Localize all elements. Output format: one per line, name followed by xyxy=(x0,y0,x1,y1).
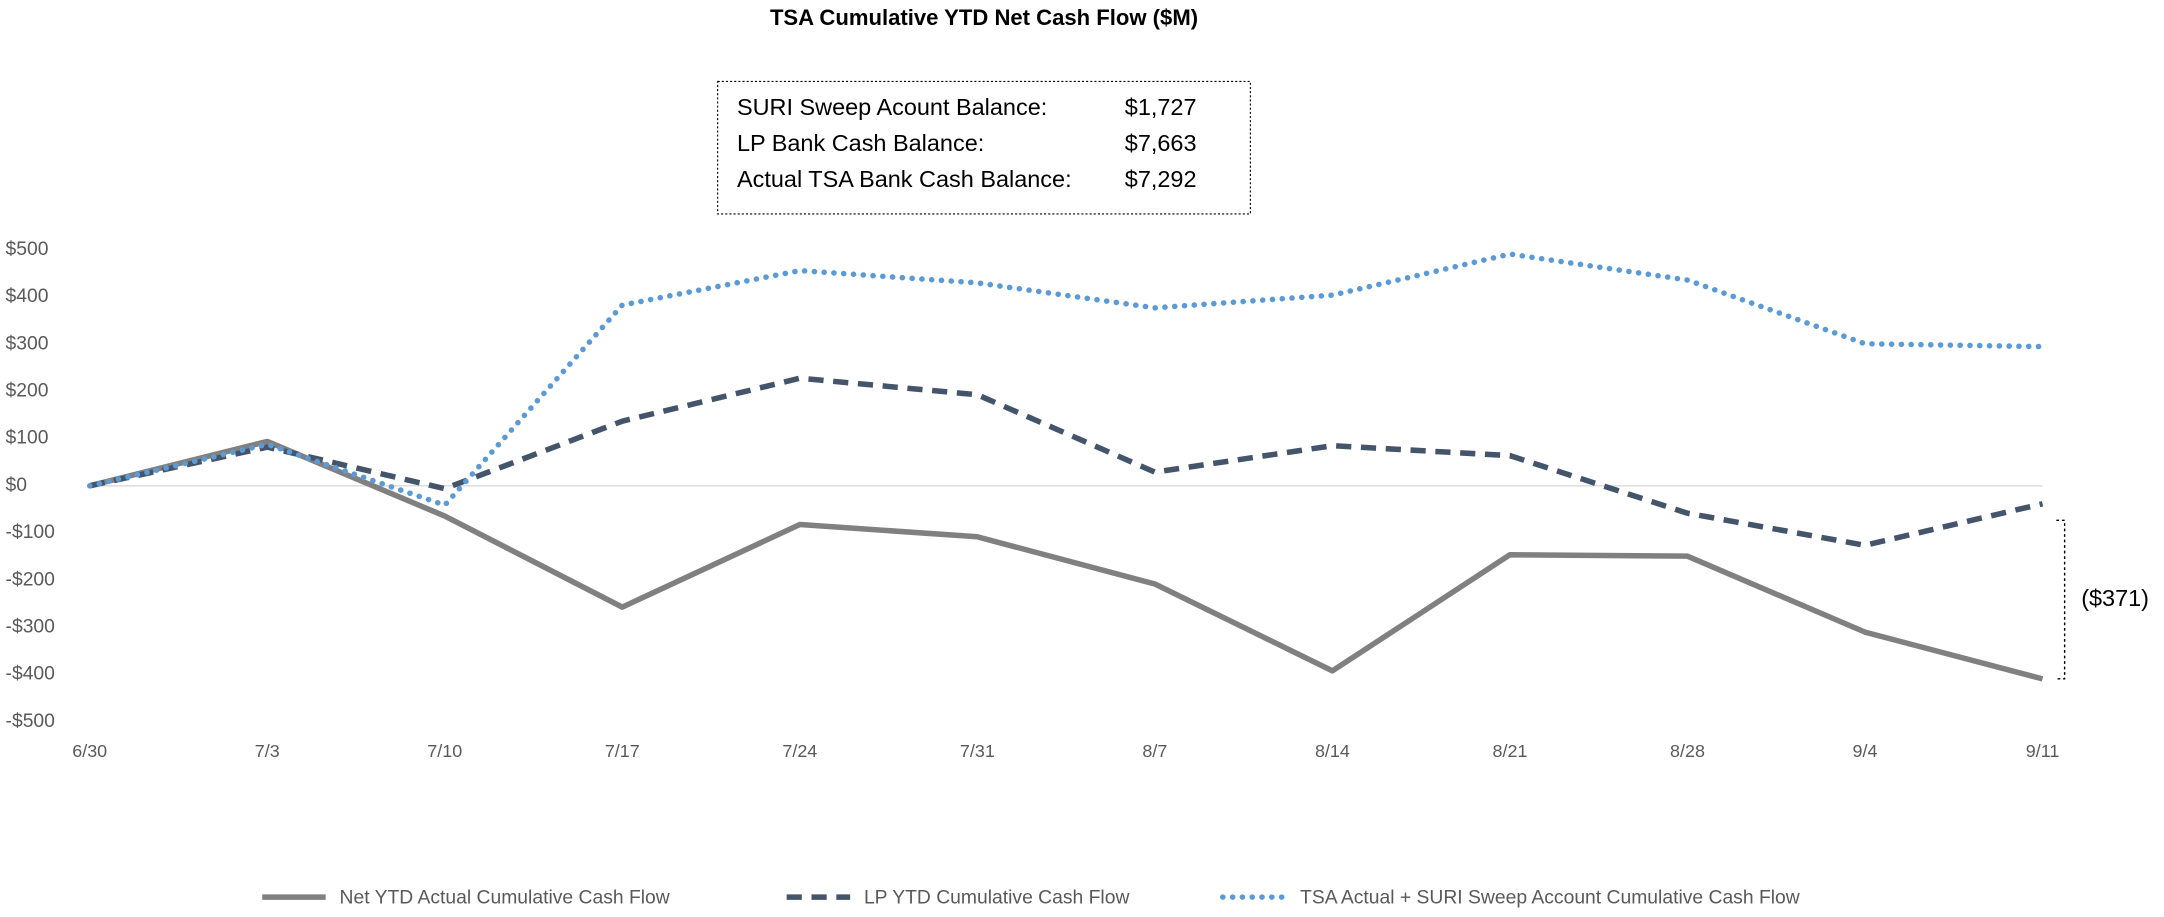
series-line xyxy=(89,375,2044,549)
y-tick-label: $300 xyxy=(6,333,49,354)
x-tick-label: 7/31 xyxy=(960,741,995,761)
legend-label: Net YTD Actual Cumulative Cash Flow xyxy=(340,888,670,909)
chart-title: TSA Cumulative YTD Net Cash Flow ($M) xyxy=(770,5,1198,30)
y-tick-label: -$100 xyxy=(6,522,55,543)
x-tick-label: 8/28 xyxy=(1670,741,1705,761)
x-tick-label: 8/21 xyxy=(1492,741,1527,761)
legend-label: LP YTD Cumulative Cash Flow xyxy=(864,888,1130,909)
x-tick-label: 9/11 xyxy=(2026,741,2060,761)
info-label: LP Bank Cash Balance: xyxy=(737,130,984,156)
x-tick-label: 8/7 xyxy=(1142,741,1167,761)
x-tick-label: 6/30 xyxy=(72,741,107,761)
series-line xyxy=(89,438,2044,682)
info-value: $1,727 xyxy=(1125,94,1197,120)
annotation: ($371) xyxy=(2081,585,2149,611)
y-tick-label: -$500 xyxy=(6,711,55,732)
legend-label: TSA Actual + SURI Sweep Account Cumulati… xyxy=(1300,888,1800,909)
series-line xyxy=(86,251,2046,508)
x-tick-label: 7/17 xyxy=(605,741,640,761)
info-box xyxy=(717,80,1251,215)
x-tick-label: 7/3 xyxy=(255,741,280,761)
info-value: $7,292 xyxy=(1125,166,1197,192)
y-tick-label: $0 xyxy=(6,475,27,496)
info-value: $7,663 xyxy=(1125,130,1197,156)
x-tick-label: 9/4 xyxy=(1853,741,1878,761)
y-tick-label: -$400 xyxy=(6,664,55,685)
y-tick-label: $200 xyxy=(6,381,49,402)
y-tick-label: $100 xyxy=(6,428,49,449)
x-tick-label: 8/14 xyxy=(1315,741,1350,761)
y-tick-label: -$200 xyxy=(6,569,55,590)
info-label: SURI Sweep Acount Balance: xyxy=(737,94,1047,120)
x-tick-label: 7/10 xyxy=(427,741,462,761)
annotation-bracket xyxy=(2056,519,2066,680)
y-tick-label: $500 xyxy=(6,239,49,260)
info-label: Actual TSA Bank Cash Balance: xyxy=(737,166,1072,192)
x-tick-label: 7/24 xyxy=(782,741,817,761)
y-tick-label: $400 xyxy=(6,286,49,307)
y-tick-label: -$300 xyxy=(6,617,55,638)
